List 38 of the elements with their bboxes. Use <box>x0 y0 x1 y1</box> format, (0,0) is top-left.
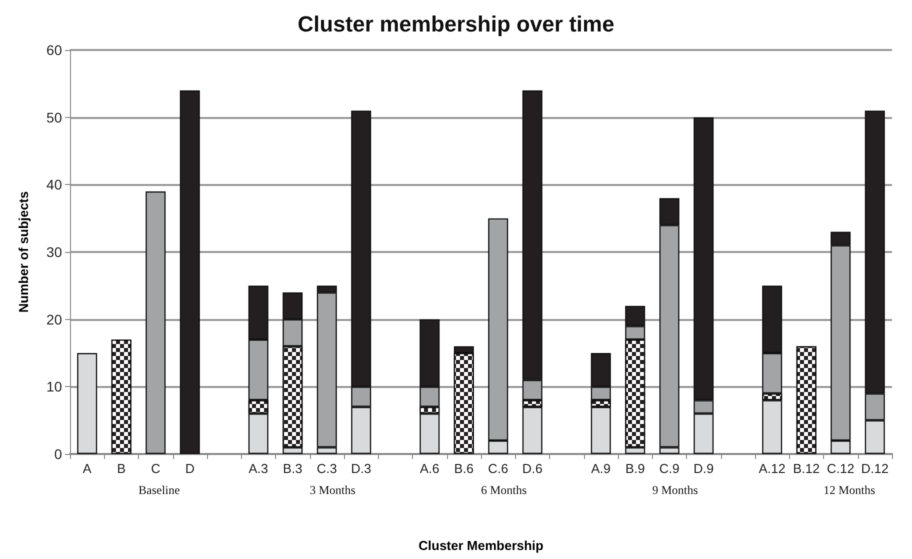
y-axis-title: Number of subjects <box>16 191 31 313</box>
y-tick-label: 30 <box>46 244 62 260</box>
chart-title: Cluster membership over time <box>298 12 614 36</box>
x-tick-label: B.6 <box>454 461 474 476</box>
text: 9 Months <box>652 483 698 497</box>
x-tick-label: D.9 <box>694 461 714 476</box>
y-tick-label: 0 <box>54 446 62 462</box>
y-tick-label: 10 <box>46 378 62 395</box>
x-tick-label: A.12 <box>758 461 786 476</box>
x-tick-label: D <box>185 461 195 476</box>
text: 6 Months <box>480 483 527 497</box>
x-tick-label: B.12 <box>793 461 820 476</box>
x-tick-label: C.12 <box>826 461 854 476</box>
x-tick-label: C <box>150 461 160 476</box>
text: 3 Months <box>310 483 356 497</box>
x-tick-label: A <box>82 461 92 476</box>
x-tick-label: A.6 <box>420 461 440 476</box>
text: 12 Months <box>823 483 876 497</box>
x-axis-title: Cluster Membership <box>418 538 544 553</box>
text: Baseline <box>138 483 180 497</box>
x-tick-label: D.3 <box>351 461 372 476</box>
x-tick-label: B.3 <box>282 461 302 476</box>
bar <box>180 90 200 454</box>
y-tick-label: 50 <box>46 109 62 126</box>
x-tick-label: C.6 <box>488 461 508 476</box>
x-tick-label: B <box>117 461 126 476</box>
y-tick-label: 20 <box>46 311 62 328</box>
x-tick-label: D.12 <box>861 461 889 476</box>
y-tick-label: 40 <box>46 176 62 193</box>
bar <box>77 353 98 454</box>
x-tick-label: C.9 <box>659 461 680 476</box>
x-tick-label: B.9 <box>625 461 645 476</box>
x-tick-label: C.3 <box>316 461 337 476</box>
y-tick-label: 60 <box>46 42 62 58</box>
x-tick-label: A.3 <box>248 461 268 476</box>
x-tick-label: D.6 <box>522 461 542 476</box>
bar <box>146 191 166 454</box>
x-tick-label: A.9 <box>591 461 611 476</box>
